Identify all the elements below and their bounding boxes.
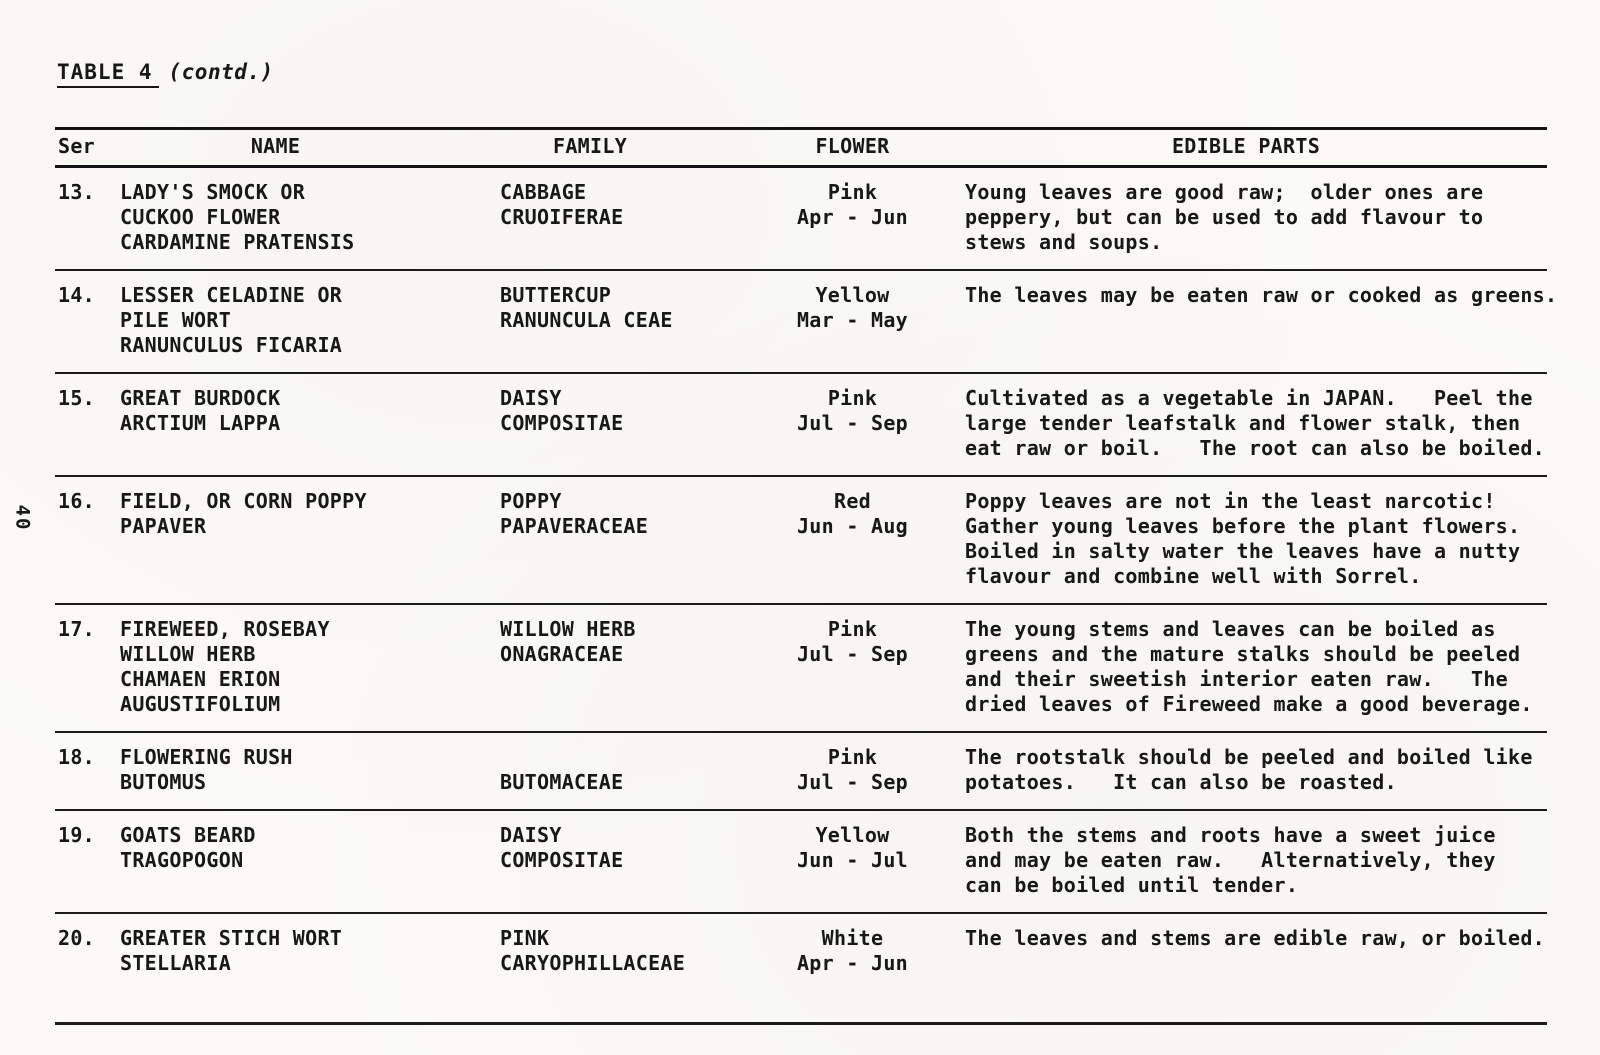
edible-parts-cell: Both the stems and roots have a sweet ju… [965, 823, 1496, 897]
family-cell: BUTOMACEAE [500, 770, 624, 794]
flower-cell: Pink Jul - Sep [796, 617, 909, 666]
name-cell: LADY'S SMOCK OR CUCKOO FLOWER CARDAMINE … [120, 180, 355, 254]
family-cell: DAISY COMPOSITAE [500, 386, 624, 435]
edible-parts-cell: Young leaves are good raw; older ones ar… [965, 180, 1484, 254]
flower-cell: Pink Apr - Jun [796, 180, 909, 229]
header-edible-parts: EDIBLE PARTS [1171, 134, 1321, 158]
flower-cell: Yellow Mar - May [796, 283, 909, 332]
flower-cell: Red Jun - Aug [796, 489, 909, 538]
name-cell: FLOWERING RUSH BUTOMUS [120, 745, 293, 794]
ser-cell: 14. [58, 283, 96, 307]
flower-cell: White Apr - Jun [796, 926, 909, 975]
ser-cell: 20. [58, 926, 96, 950]
name-cell: GREATER STICH WORT STELLARIA [120, 926, 343, 975]
table-row: 16. FIELD, OR CORN POPPY PAPAVER POPPY P… [55, 477, 1547, 605]
table-row: 19. GOATS BEARD TRAGOPOGON DAISY COMPOSI… [55, 811, 1547, 914]
family-cell: BUTTERCUP RANUNCULA CEAE [500, 283, 673, 332]
header-flower: FLOWER [815, 134, 890, 158]
edible-parts-cell: The rootstalk should be peeled and boile… [965, 745, 1533, 794]
family-cell: POPPY PAPAVERACEAE [500, 489, 649, 538]
table-title-suffix: (contd.) [168, 60, 274, 84]
table-row: 13. LADY'S SMOCK OR CUCKOO FLOWER CARDAM… [55, 168, 1547, 271]
name-cell: FIELD, OR CORN POPPY PAPAVER [120, 489, 367, 538]
ser-cell: 16. [58, 489, 96, 513]
ser-cell: 15. [58, 386, 96, 410]
edible-plants-table: Ser NAME FAMILY FLOWER EDIBLE PARTS 13. … [55, 127, 1557, 1025]
header-ser: Ser [58, 134, 96, 158]
page-number: 40 [11, 504, 34, 532]
table-row: 15. GREAT BURDOCK ARCTIUM LAPPA DAISY CO… [55, 374, 1547, 477]
table-row: 20. GREATER STICH WORT STELLARIA PINK CA… [55, 914, 1547, 1025]
header-family: FAMILY [553, 134, 628, 158]
name-cell: LESSER CELADINE OR PILE WORT RANUNCULUS … [120, 283, 343, 357]
table-row: 17. FIREWEED, ROSEBAY WILLOW HERB CHAMAE… [55, 605, 1547, 733]
flower-cell: Pink Jul - Sep [796, 745, 909, 794]
table-title-text: TABLE 4 [57, 60, 159, 88]
ser-cell: 17. [58, 617, 96, 641]
ser-cell: 13. [58, 180, 96, 204]
flower-cell: Pink Jul - Sep [796, 386, 909, 435]
edible-parts-cell: Cultivated as a vegetable in JAPAN. Peel… [965, 386, 1546, 460]
ser-cell: 19. [58, 823, 96, 847]
table-title: TABLE 4 (contd.) [57, 60, 274, 88]
ser-cell: 18. [58, 745, 96, 769]
edible-parts-cell: The leaves may be eaten raw or cooked as… [965, 283, 1558, 307]
family-cell: CABBAGE CRUOIFERAE [500, 180, 624, 229]
family-cell: PINK CARYOPHILLACEAE [500, 926, 686, 975]
family-cell: WILLOW HERB ONAGRACEAE [500, 617, 636, 666]
table-row: 14. LESSER CELADINE OR PILE WORT RANUNCU… [55, 271, 1557, 374]
edible-parts-cell: The leaves and stems are edible raw, or … [965, 926, 1546, 950]
header-name: NAME [250, 134, 301, 158]
name-cell: GOATS BEARD TRAGOPOGON [120, 823, 256, 872]
family-cell: DAISY COMPOSITAE [500, 823, 624, 872]
name-cell: FIREWEED, ROSEBAY WILLOW HERB CHAMAEN ER… [120, 617, 330, 716]
name-cell: GREAT BURDOCK ARCTIUM LAPPA [120, 386, 281, 435]
edible-parts-cell: The young stems and leaves can be boiled… [965, 617, 1533, 716]
edible-parts-cell: Poppy leaves are not in the least narcot… [965, 489, 1521, 588]
table-header-row: Ser NAME FAMILY FLOWER EDIBLE PARTS [55, 127, 1547, 168]
flower-cell: Yellow Jun - Jul [796, 823, 909, 872]
table-row: 18. FLOWERING RUSH BUTOMUS BUTOMACEAE Pi… [55, 733, 1547, 811]
